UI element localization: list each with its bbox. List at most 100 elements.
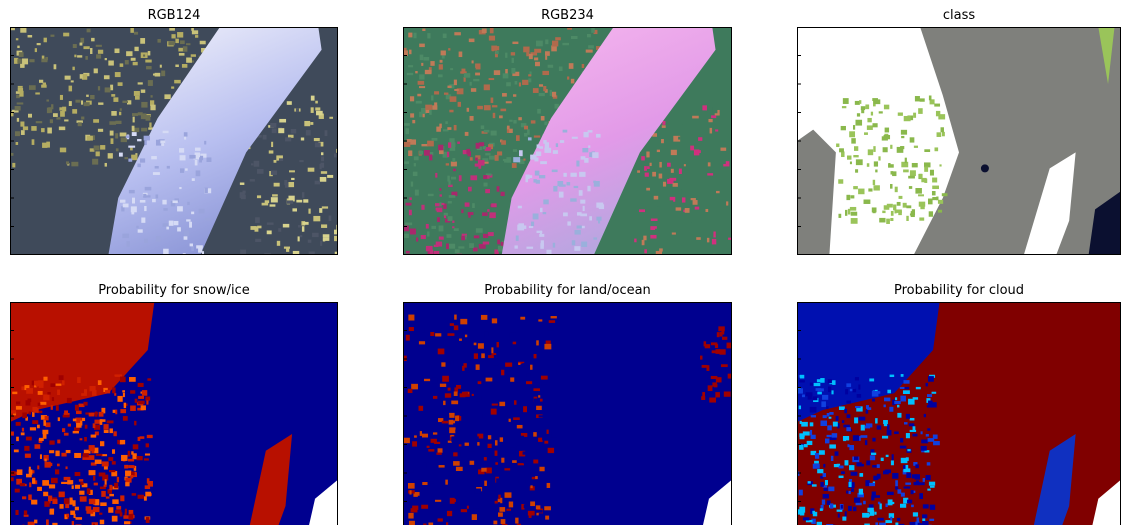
speck [111, 138, 114, 144]
speck [132, 493, 136, 496]
speck [543, 212, 547, 214]
speck [859, 417, 866, 421]
speck [123, 416, 128, 421]
speck [918, 194, 924, 196]
speck [658, 241, 662, 245]
speck [691, 198, 696, 200]
speck [334, 230, 339, 235]
speck [148, 80, 153, 86]
speck [120, 440, 125, 444]
speck [465, 443, 469, 446]
speck [471, 88, 476, 92]
speck [325, 130, 328, 136]
speck [200, 156, 203, 160]
speck [491, 409, 497, 415]
speck [140, 38, 145, 44]
speck [108, 507, 113, 513]
speck [64, 410, 68, 413]
speck [64, 119, 68, 121]
speck [198, 248, 202, 252]
speck [890, 184, 893, 189]
speck [938, 200, 943, 204]
speck [58, 417, 60, 421]
speck [836, 144, 839, 148]
speck [263, 135, 267, 140]
speck [479, 244, 486, 249]
speck [102, 461, 109, 466]
speck [161, 71, 165, 77]
speck [880, 503, 882, 509]
speck [867, 514, 870, 517]
speck [513, 94, 516, 97]
speck [429, 154, 432, 160]
speck [512, 163, 517, 168]
speck [645, 173, 649, 177]
speck [410, 96, 414, 101]
speck [853, 435, 859, 441]
speck [519, 82, 521, 86]
speck [29, 59, 34, 62]
speck [839, 148, 844, 152]
speck [566, 182, 570, 185]
speck [553, 186, 557, 192]
speck [183, 46, 187, 51]
speck [143, 54, 145, 56]
speck [16, 437, 19, 441]
speck [94, 448, 98, 454]
speck [888, 499, 893, 505]
speck [66, 514, 69, 517]
speck [322, 206, 328, 208]
speck [478, 406, 482, 409]
speck [419, 406, 424, 411]
speck [593, 237, 597, 239]
speck [929, 519, 934, 521]
speck [512, 58, 514, 63]
speck [310, 122, 313, 125]
speck [832, 433, 837, 437]
speck [477, 436, 479, 439]
speck [137, 139, 141, 141]
speck [107, 420, 114, 423]
speck [289, 182, 295, 187]
speck [473, 79, 479, 81]
speck [320, 177, 326, 182]
speck [707, 173, 713, 175]
speck [901, 130, 907, 135]
speck [470, 82, 472, 86]
speck [277, 241, 280, 246]
speck [663, 182, 666, 187]
speck [141, 102, 147, 108]
speck [174, 80, 181, 83]
speck [432, 105, 437, 109]
speck [834, 464, 839, 467]
speck [869, 504, 874, 508]
speck [446, 243, 449, 249]
speck [872, 391, 879, 397]
speck [404, 161, 409, 164]
speck [134, 32, 138, 35]
speck [45, 416, 49, 421]
speck [544, 344, 551, 349]
speck [192, 30, 198, 34]
speck [66, 466, 68, 469]
speck [854, 146, 858, 151]
speck [895, 486, 898, 489]
speck [491, 131, 497, 136]
speck [583, 206, 585, 211]
speck [641, 156, 645, 160]
speck [35, 92, 40, 94]
speck [151, 156, 157, 159]
speck [321, 224, 327, 228]
speck [120, 200, 125, 203]
speck [291, 129, 296, 133]
speck [922, 521, 928, 525]
speck [74, 453, 81, 458]
speck [146, 66, 152, 69]
speck [526, 175, 530, 179]
panel-title: Probability for land/ocean [484, 283, 651, 298]
speck [88, 455, 94, 460]
speck [815, 453, 819, 459]
speck [563, 173, 566, 177]
speck [662, 125, 666, 128]
speck [315, 181, 320, 185]
